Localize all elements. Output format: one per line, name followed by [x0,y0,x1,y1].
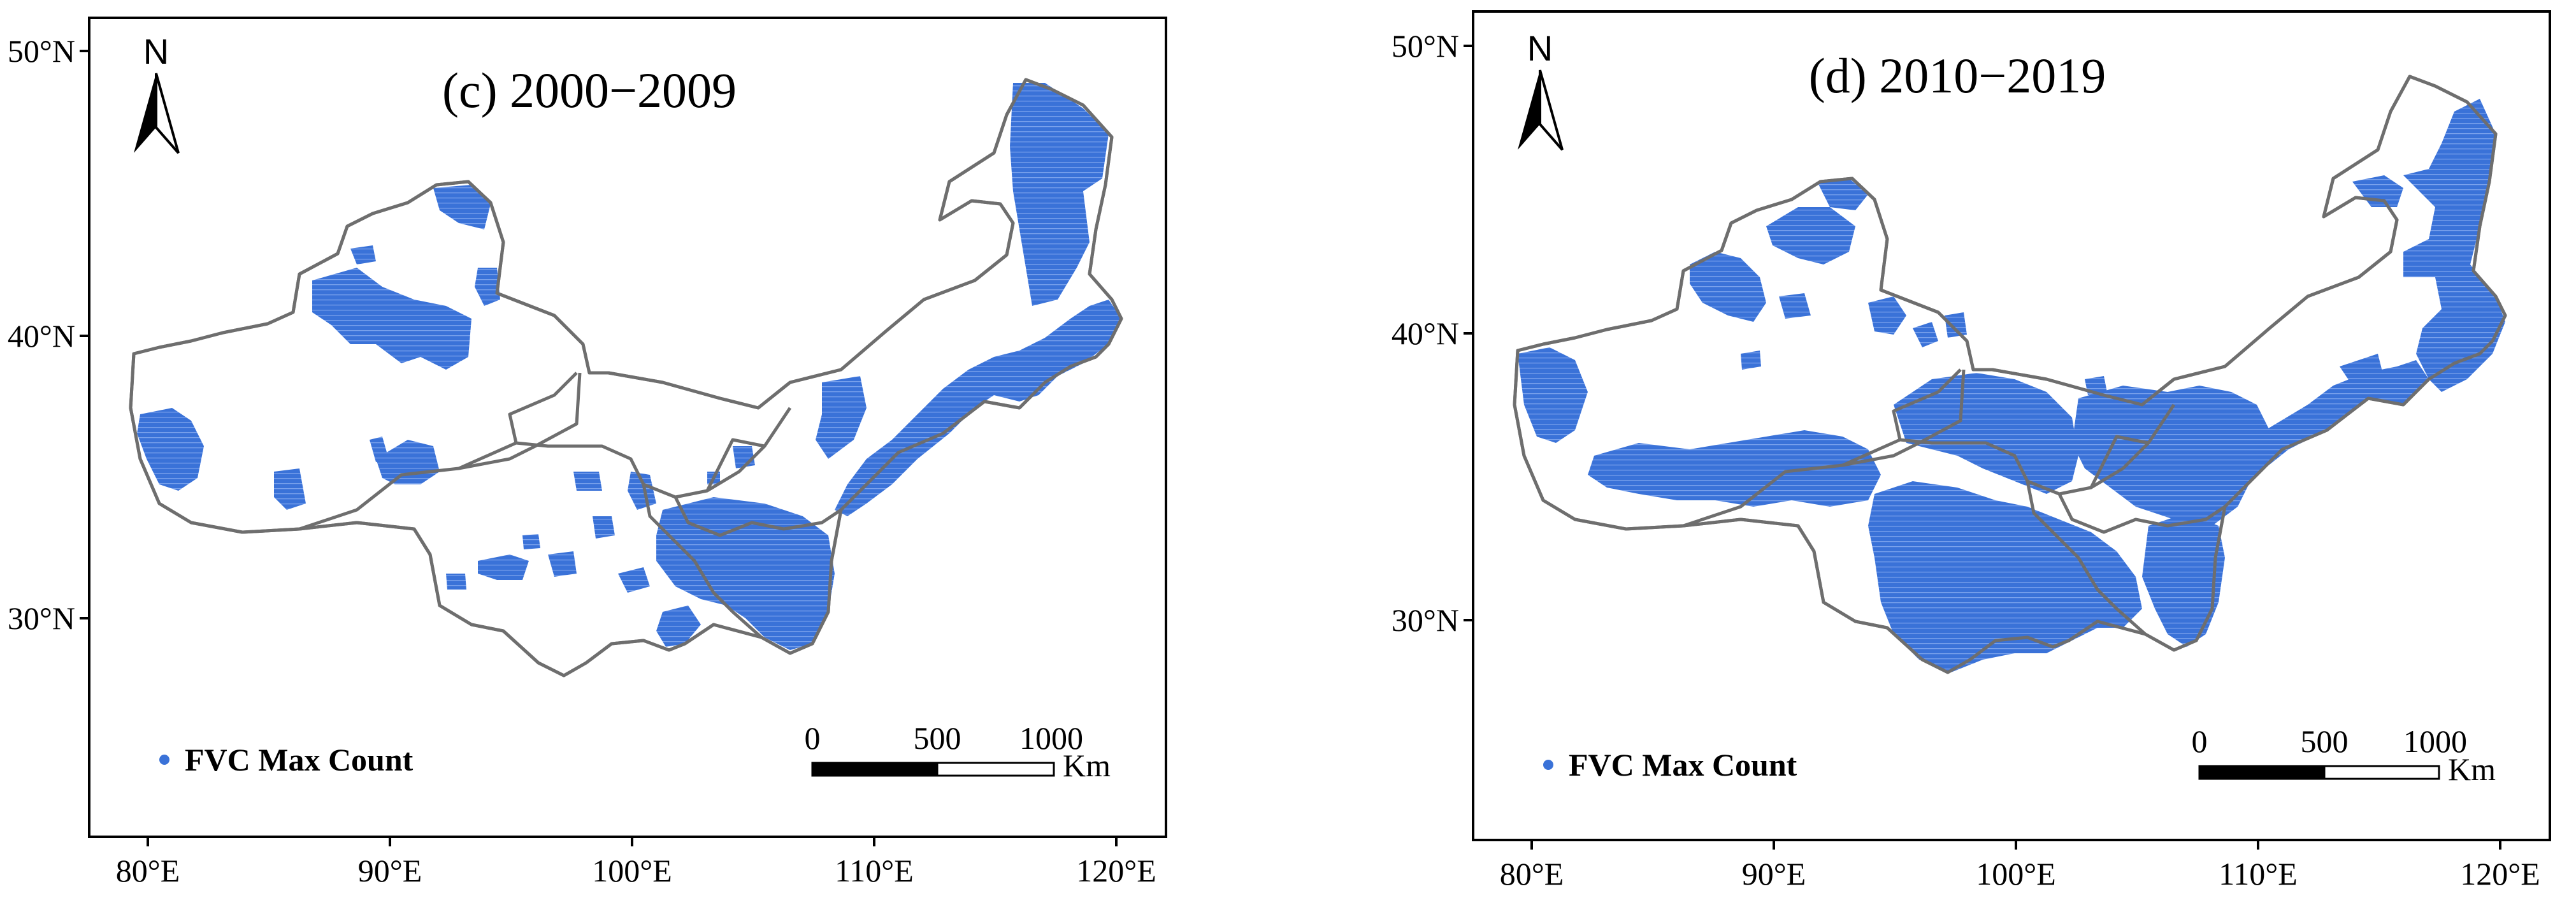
scale-unit: Km [1063,748,1111,783]
scale-bar: 0 500 1000 Km [2192,723,2496,787]
y-tick-label: 50°N [1392,28,1459,64]
legend-dot-icon [159,755,169,765]
y-tick-label: 40°N [8,318,75,354]
map-title: (d) 2010−2019 [1809,48,2106,103]
legend-dot-icon [1543,760,1553,770]
north-arrow-icon: N [134,31,180,154]
x-tick-label: 90°E [358,853,422,888]
x-tick-label: 100°E [1976,856,2056,892]
x-tick-label: 80°E [1500,856,1564,892]
x-tick-label: 120°E [2460,856,2540,892]
scale-label: 1000 [2403,723,2467,759]
x-tick-label: 120°E [1076,853,1156,888]
scale-unit: Km [2448,751,2496,787]
scale-label: 0 [805,720,821,756]
fvc-max-count-patches [1518,99,2505,672]
map-panel-d: 80°E 90°E 100°E 110°E 120°E 50°N 40°N 30… [1392,10,2551,892]
fvc-max-count-patches [137,83,1121,650]
x-axis: 80°E 90°E 100°E 110°E 120°E [116,837,1156,888]
legend-label: FVC Max Count [185,742,414,778]
scale-label: 500 [914,720,961,756]
scale-label: 0 [2192,723,2208,759]
y-tick-label: 30°N [8,600,75,636]
scale-bar: 0 500 1000 Km [805,720,1111,783]
y-axis: 50°N 40°N 30°N [1392,28,1473,638]
y-axis: 50°N 40°N 30°N [8,33,89,636]
map-panel-c: 80°E 90°E 100°E 110°E 120°E 50°N 40°N 30… [8,17,1167,888]
y-tick-label: 50°N [8,33,75,69]
north-label: N [143,31,169,71]
map-frame [1472,10,2551,841]
x-tick-label: 90°E [1742,856,1806,892]
map-frame [88,17,1167,838]
x-tick-label: 110°E [2219,856,2298,892]
x-tick-label: 110°E [835,853,914,888]
scale-label: 1000 [1019,720,1083,756]
legend: FVC Max Count [159,742,414,778]
legend: FVC Max Count [1543,747,1797,783]
x-tick-label: 100°E [592,853,672,888]
map-title: (c) 2000−2009 [442,62,737,118]
legend-label: FVC Max Count [1569,747,1797,783]
scale-label: 500 [2301,723,2349,759]
north-arrow-icon: N [1518,28,1564,151]
x-axis: 80°E 90°E 100°E 110°E 120°E [1500,840,2540,892]
y-tick-label: 30°N [1392,602,1459,638]
x-tick-label: 80°E [116,853,180,888]
north-label: N [1527,28,1553,68]
y-tick-label: 40°N [1392,315,1459,351]
